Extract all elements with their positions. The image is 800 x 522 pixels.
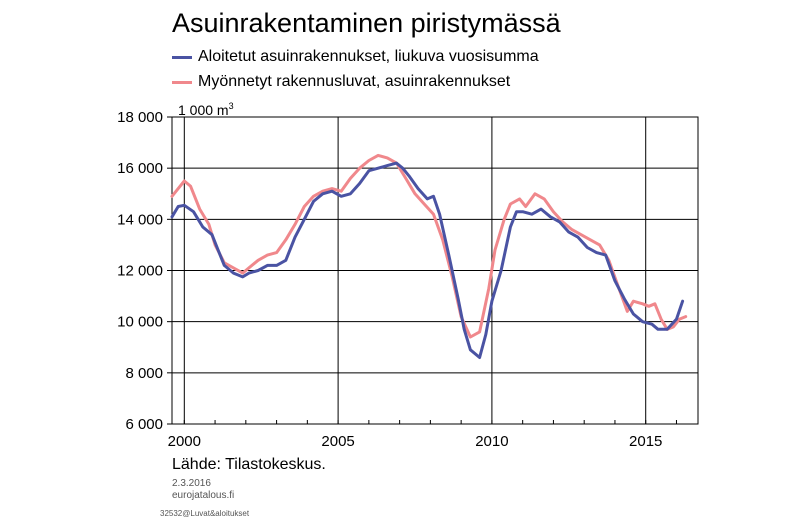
legend-swatch-permits	[172, 80, 192, 84]
series-line-started	[170, 161, 685, 359]
legend-label-permits: Myönnetyt rakennusluvat, asuinrakennukse…	[198, 73, 511, 90]
y-tick-label: 10 000	[117, 314, 163, 331]
legend-item-permits: Myönnetyt rakennusluvat, asuinrakennukse…	[172, 72, 510, 92]
y-tick-label: 8 000	[125, 365, 163, 382]
date-note: 2.3.2016	[172, 478, 211, 489]
unit-label: 1 000 m3	[178, 101, 234, 118]
y-tick-label: 12 000	[117, 263, 163, 280]
legend-item-started: Aloitetut asuinrakennukset, liukuva vuos…	[172, 47, 539, 67]
series-line-permits	[170, 153, 688, 339]
y-tick-label: 6 000	[125, 416, 163, 433]
x-tick-label: 2015	[629, 433, 662, 450]
y-tick-label: 14 000	[117, 211, 163, 228]
chart-title: Asuinrakentaminen piristymässä	[172, 8, 561, 38]
legend-label-started: Aloitetut asuinrakennukset, liukuva vuos…	[198, 48, 539, 65]
y-tick-label: 18 000	[117, 109, 163, 126]
file-id-note: 32532@Luvat&aloitukset	[160, 509, 250, 518]
plot-frame	[171, 116, 699, 425]
legend-swatch-started	[172, 55, 192, 59]
y-tick-label: 16 000	[117, 160, 163, 177]
x-tick-label: 2005	[321, 433, 354, 450]
x-tick-label: 2000	[168, 433, 201, 450]
source-note: Lähde: Tilastokeskus.	[172, 456, 326, 473]
x-tick-label: 2010	[475, 433, 508, 450]
site-note: eurojatalous.fi	[172, 490, 235, 501]
